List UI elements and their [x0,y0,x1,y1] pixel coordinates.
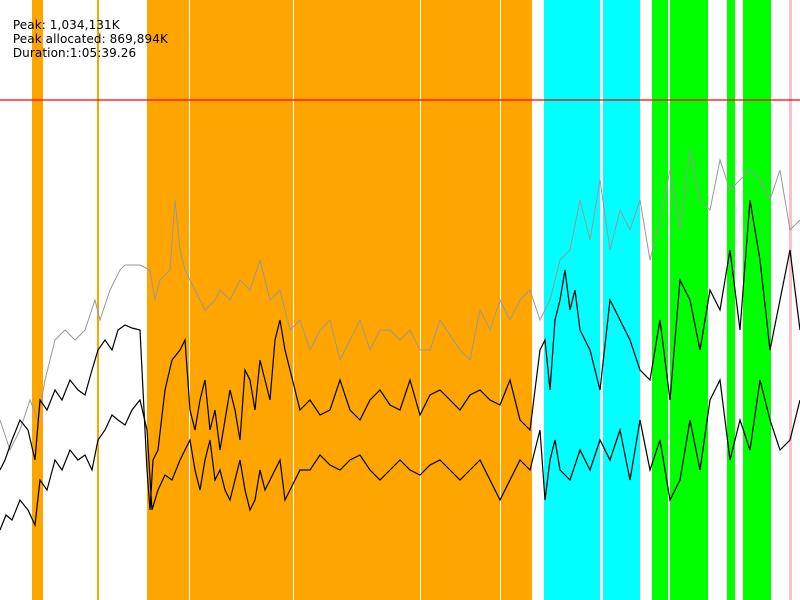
peak-label: Peak: 1,034,131K [12,18,120,32]
series-line-black [0,377,800,531]
stats-header: Peak: 1,034,131K Peak allocated: 869,894… [5,4,178,60]
series-line-black [0,199,800,511]
band-segment [294,0,420,600]
band-segment [97,0,99,600]
band-segment [190,0,293,600]
band-segment [603,0,640,600]
duration-label: Duration:1:05:39.26 [12,46,137,60]
band-segment [743,0,771,600]
peak-allocated-label: Peak allocated: 869,894K [12,32,168,46]
band-segment [421,0,500,600]
band-segment [670,0,708,600]
series-layer [0,149,800,531]
band-segment [727,0,735,600]
series-line-grey [0,149,800,452]
band-segment [789,0,792,600]
band-segment [147,0,189,600]
band-segment [501,0,532,600]
band-segment [652,0,668,600]
band-segment [32,0,43,600]
